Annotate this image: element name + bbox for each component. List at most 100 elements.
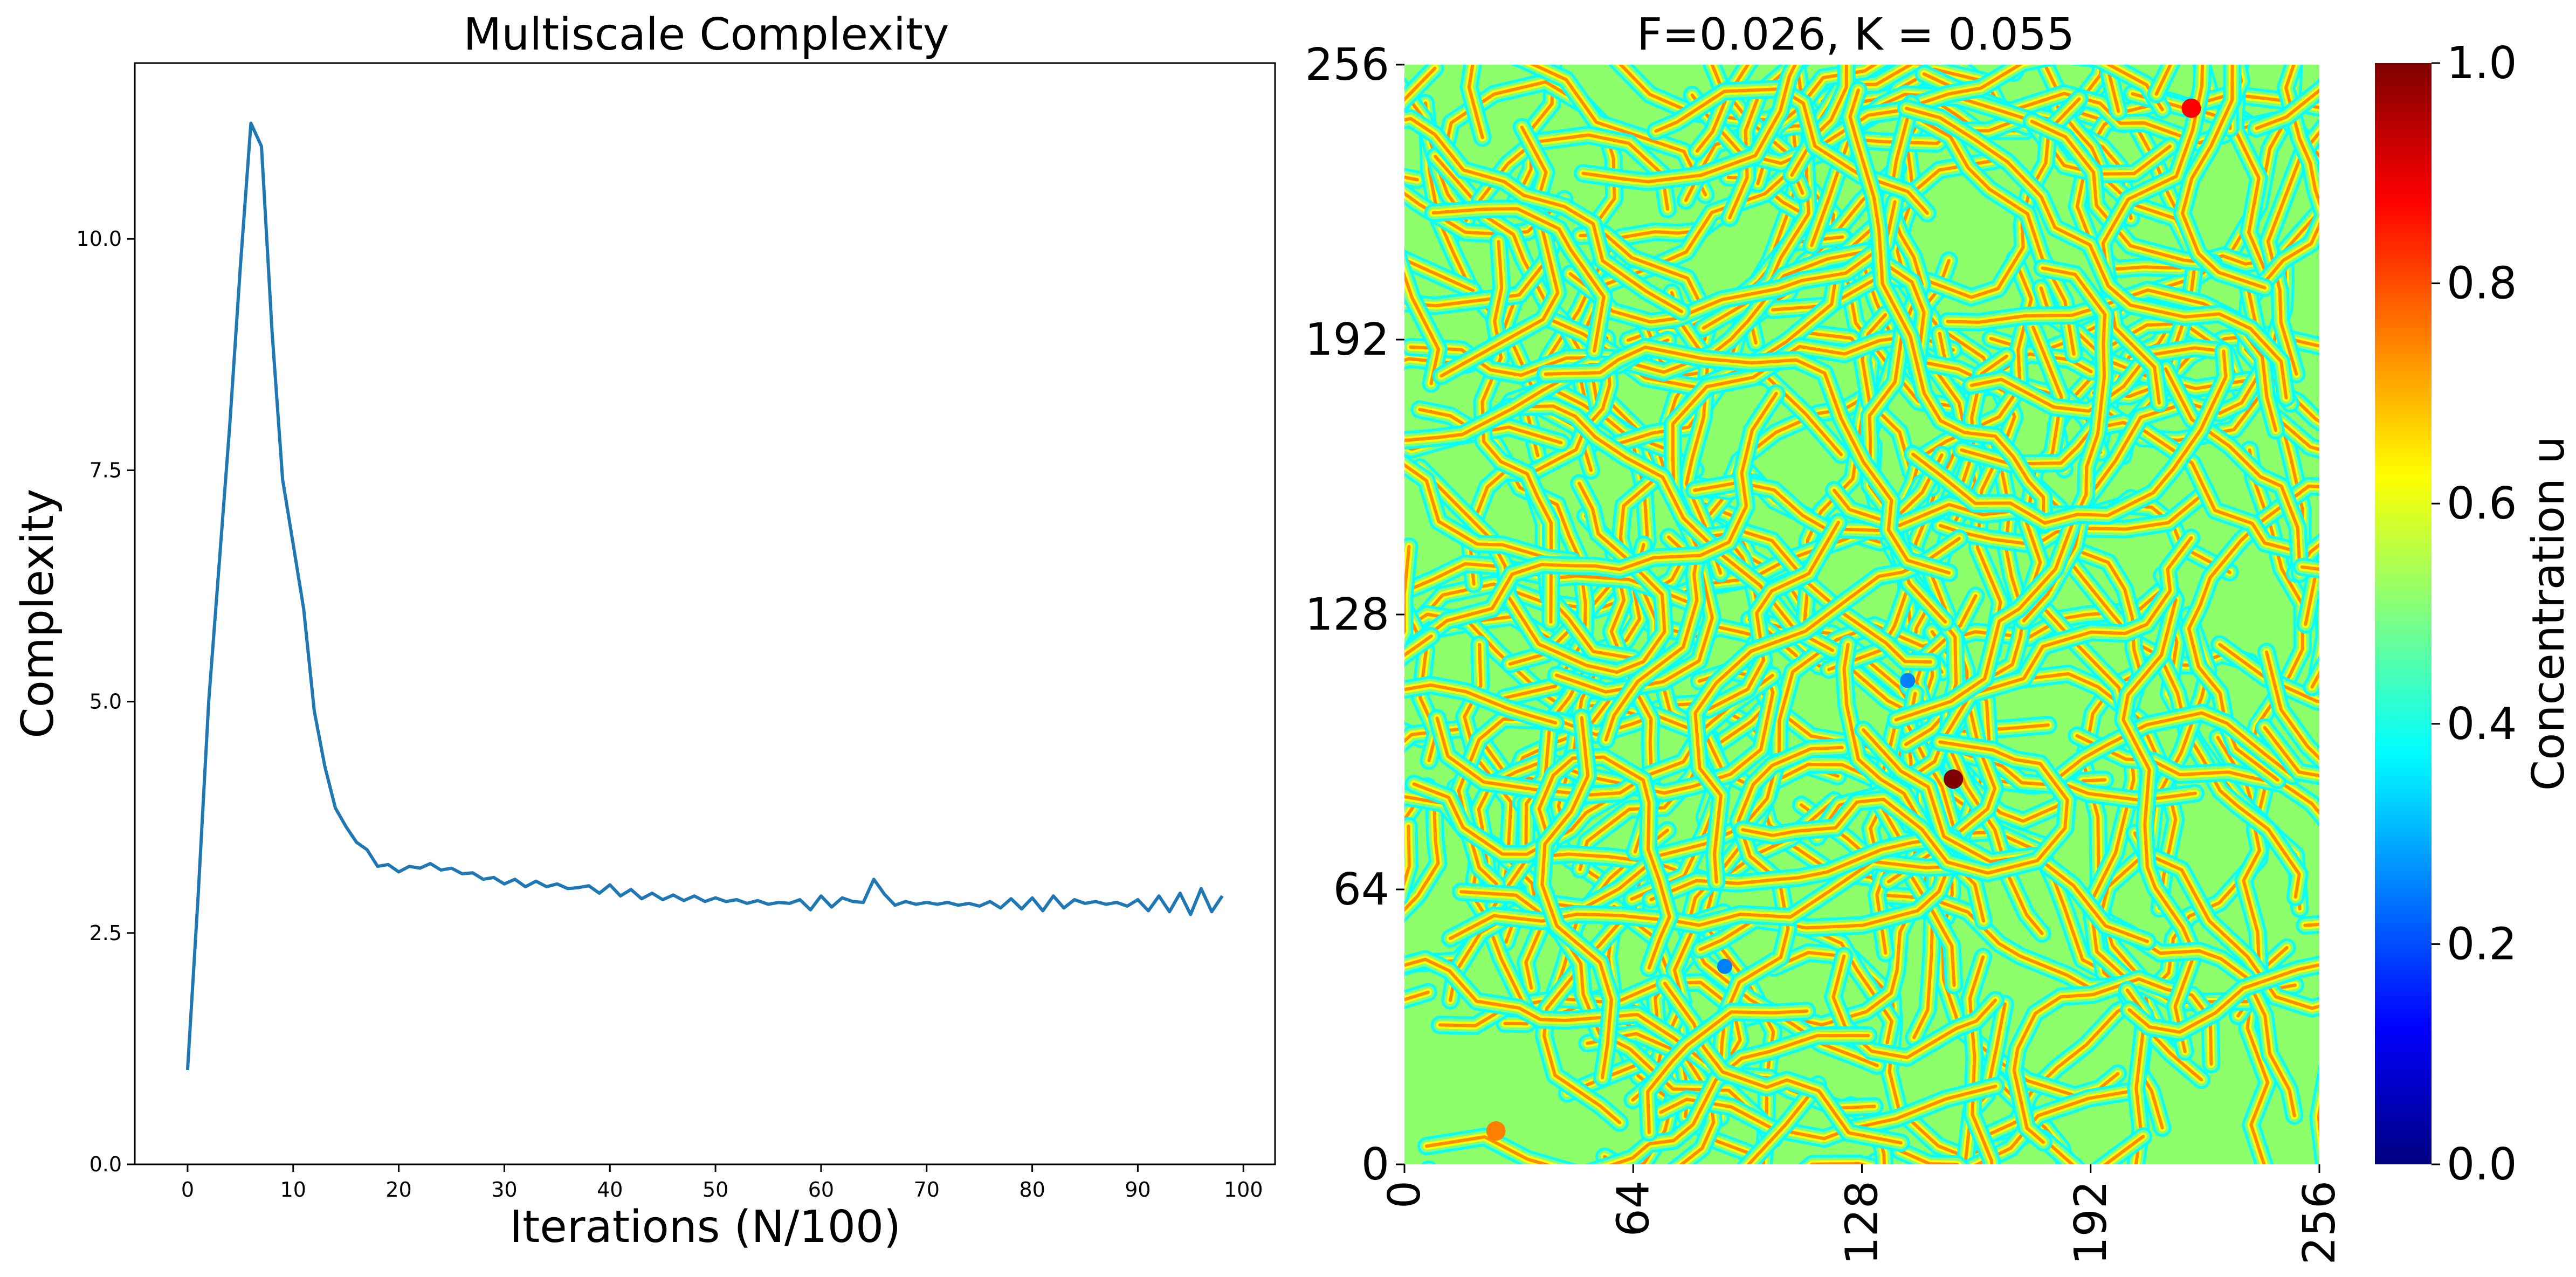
colorbar-tick-label: 0.0	[2447, 1139, 2517, 1190]
heatmap-x-tick-label: 192	[2065, 1181, 2117, 1265]
heatmap-x-tick-label: 256	[2294, 1181, 2345, 1265]
heatmap-stripe	[1404, 175, 1419, 182]
heatmap-spot	[1717, 958, 1732, 974]
heatmap-stripe	[1404, 168, 1427, 189]
heatmap-stripe	[1898, 1149, 1960, 1164]
line-chart-y-tick-label: 5.0	[89, 690, 122, 714]
heatmap-stripe	[1404, 779, 1434, 831]
heatmap-stripe	[1404, 784, 1429, 823]
heatmap-stripe	[1404, 256, 1477, 294]
colorbar-tick-label: 0.2	[2447, 919, 2517, 970]
line-chart-x-tick-label: 60	[808, 1178, 834, 1202]
heatmap-stripe	[1693, 536, 1961, 884]
heatmap-stripe	[1404, 777, 1437, 836]
heatmap-x-tick-label: 128	[1837, 1181, 1888, 1265]
line-chart-title: Multiscale Complexity	[464, 9, 949, 60]
heatmap-spot	[1900, 673, 1916, 688]
heatmap-stripe	[1404, 782, 1431, 826]
line-chart-y-tick-label: 7.5	[89, 458, 122, 482]
heatmap-stripe	[1710, 65, 1804, 195]
heatmap-stripe	[1670, 291, 1723, 575]
heatmap-stripe	[1404, 604, 1438, 762]
line-chart-x-tick-label: 30	[491, 1178, 517, 1202]
heatmap-stripe	[1771, 97, 2081, 312]
heatmap-x-ticks: 0 64 128 192 256	[1379, 1164, 2345, 1265]
line-chart-y-axis-label: Complexity	[12, 488, 64, 738]
heatmap-stripe	[1530, 65, 1707, 197]
heatmap-stripe	[1425, 1034, 1870, 1164]
heatmap-stripe	[1917, 117, 2076, 356]
heatmap-stripe	[1404, 683, 1558, 724]
heatmap-y-tick-label: 64	[1333, 864, 1389, 915]
heatmap-x-tick-label: 64	[1608, 1181, 1659, 1237]
heatmap-x-tick-label: 0	[1379, 1181, 1430, 1209]
heatmap-stripe	[1404, 597, 1443, 767]
colorbar-tick-label: 1.0	[2447, 38, 2517, 89]
heatmap-stripe	[1706, 521, 1840, 711]
line-chart-x-tick-label: 70	[914, 1178, 940, 1202]
heatmap-stripe	[1480, 240, 1553, 624]
heatmap-stripe	[1646, 1009, 1809, 1134]
line-chart-x-ticks: 0 10 20 30 40 50 60 70 80 90 100	[181, 1164, 1263, 1202]
line-chart-x-tick-label: 10	[280, 1178, 306, 1202]
heatmap-stripe	[2164, 367, 2302, 576]
colorbar: 0.0 0.2 0.4 0.6 0.8 1.0 Concentration u	[2375, 38, 2574, 1190]
heatmap-stripe	[2125, 988, 2147, 1164]
heatmap-stripe	[1568, 200, 1897, 324]
heatmap-stripe	[1891, 1141, 1970, 1164]
heatmap-stripe	[1946, 288, 2277, 432]
heatmap-stripe	[1404, 173, 1421, 184]
line-chart-y-tick-label: 10.0	[76, 227, 122, 251]
heatmap-stripe	[1862, 728, 2149, 943]
heatmap-stripe	[1741, 740, 2069, 875]
colorbar-tick-label: 0.6	[2447, 478, 2517, 529]
heatmap-stripe	[1537, 755, 1671, 970]
heatmap-stripe	[2092, 333, 2319, 398]
heatmap-stripe	[2075, 734, 2319, 816]
complexity-line-chart: Multiscale Complexity 0 10 20 30 40 50 60 70 80 9…	[12, 9, 1276, 1253]
colorbar-tick-label: 0.4	[2447, 699, 2517, 750]
heatmap-stripe	[2043, 65, 2126, 126]
heatmap-stripe	[1404, 391, 1778, 657]
heatmap-stripe	[1581, 65, 1797, 184]
heatmap-stripe	[1896, 1147, 1962, 1164]
heatmap-stripe	[1404, 271, 1440, 385]
heatmap-title: F=0.026, K = 0.055	[1637, 9, 2075, 60]
heatmap-stripe	[1404, 615, 1580, 692]
heatmap-stripe	[2127, 963, 2319, 1034]
heatmap-stripe	[1790, 65, 1848, 177]
heatmap-stripe	[1695, 65, 1750, 153]
heatmap-stripe	[1544, 346, 1951, 575]
heatmap-stripe	[1404, 258, 1475, 292]
heatmap-spot	[1944, 769, 1964, 789]
heatmap-stripe	[1702, 530, 1932, 664]
heatmap-y-tick-label: 0	[1361, 1139, 1389, 1190]
colorbar-gradient	[2375, 63, 2432, 1164]
heatmap-stripe	[1404, 170, 1424, 187]
line-chart-y-tick-label: 0.0	[89, 1152, 122, 1176]
heatmap-stripe	[2264, 650, 2319, 1138]
heatmap-y-tick-label: 192	[1305, 314, 1389, 365]
line-chart-plot-frame	[134, 62, 1276, 1165]
heatmap-stripe	[2133, 831, 2319, 1010]
heatmap-stripe	[1404, 593, 1446, 770]
heatmap-stripe	[1893, 1144, 1966, 1164]
heatmap-stripe	[1848, 88, 2045, 527]
heatmap-stripe	[1404, 250, 1482, 300]
heatmap-stripe	[1409, 250, 1926, 377]
heatmap-stripe	[2044, 609, 2150, 1032]
line-chart-y-tick-label: 2.5	[89, 921, 122, 945]
concentration-heatmap: F=0.026, K = 0.055 0 64 128 192 256 0 64 128 19…	[1305, 9, 2345, 1265]
heatmap-stripe	[1825, 113, 2133, 220]
heatmap-stripe	[2012, 977, 2213, 1144]
heatmap-stripe	[1968, 955, 1994, 1164]
heatmap-y-tick-label: 256	[1305, 39, 1389, 91]
heatmap-stripe	[1894, 266, 2106, 722]
line-chart-x-tick-label: 0	[181, 1178, 194, 1202]
heatmap-stripe	[2030, 120, 2215, 265]
heatmap-stripe	[1439, 125, 1560, 378]
heatmap-stripe	[1842, 643, 1933, 841]
colorbar-tick-label: 0.8	[2447, 258, 2517, 309]
